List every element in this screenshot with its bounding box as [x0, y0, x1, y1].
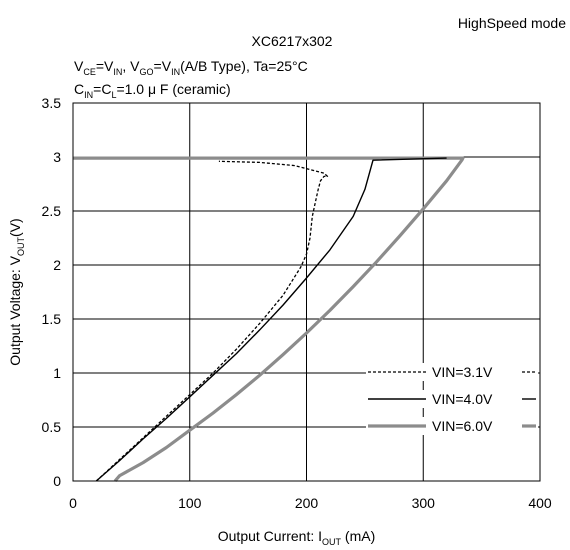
legend-bg	[366, 390, 538, 408]
y-tick-label: 3.5	[42, 95, 62, 111]
series-line-vin-6-0v	[73, 156, 465, 483]
series-layer	[73, 156, 465, 483]
legend-label: VIN=3.1V	[432, 364, 493, 380]
legend-label: VIN=4.0V	[432, 391, 493, 407]
x-tick-label: 400	[528, 495, 552, 511]
legend-bg	[366, 363, 538, 381]
x-axis-label: Output Current: IOUT (mA)	[218, 528, 376, 547]
legend: VIN=3.1V VIN=4.0V VIN=6.0V	[366, 363, 538, 435]
y-tick-label: 1	[53, 365, 61, 381]
y-ticks: 0 0.5 1 1.5 2 2.5 3 3.5	[42, 95, 62, 489]
x-tick-label: 300	[412, 495, 436, 511]
y-tick-label: 1.5	[42, 311, 62, 327]
y-tick-label: 2.5	[42, 203, 62, 219]
y-tick-label: 2	[53, 257, 61, 273]
y-axis-label: Output Voltage: VOUT(V)	[7, 218, 26, 365]
y-tick-label: 0.5	[42, 419, 62, 435]
x-ticks: 0 100 200 300 400	[69, 495, 552, 511]
x-tick-label: 200	[295, 495, 319, 511]
x-tick-label: 100	[178, 495, 202, 511]
conditions-line: VCE=VIN, VGO=VIN(A/B Type), Ta=25°C	[74, 58, 308, 77]
capacitance-line: CIN=CL=1.0 μ F (ceramic)	[74, 81, 231, 100]
legend-label: VIN=6.0V	[432, 418, 493, 434]
x-tick-label: 0	[69, 495, 77, 511]
chart-title: XC6217x302	[252, 33, 333, 49]
series-line-vin-4-0v	[95, 157, 447, 482]
legend-bg	[366, 417, 538, 435]
mode-label: HighSpeed mode	[458, 15, 566, 31]
y-tick-label: 0	[53, 473, 61, 489]
series-line-vin-3-1v	[95, 160, 329, 482]
y-tick-label: 3	[53, 149, 61, 165]
plot-frame	[72, 102, 541, 482]
